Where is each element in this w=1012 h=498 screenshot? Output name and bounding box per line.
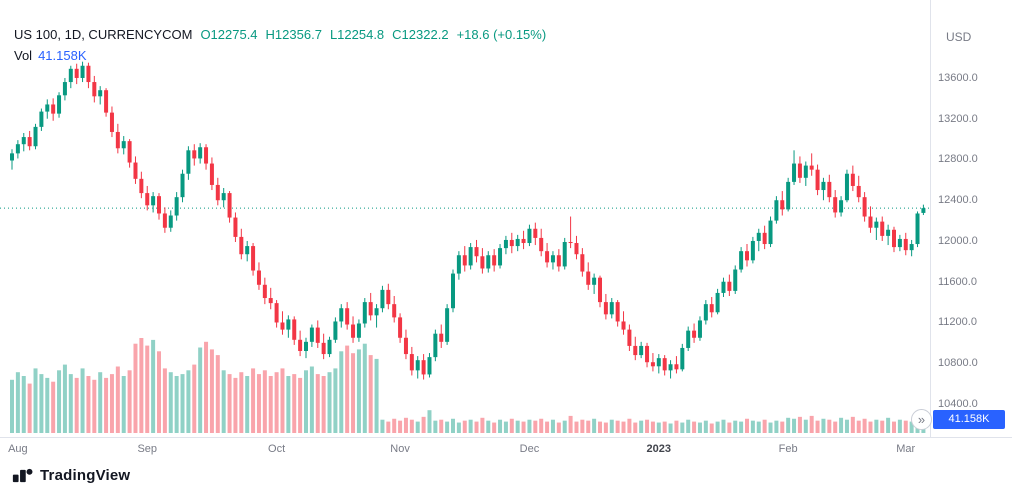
tradingview-attribution[interactable]: TradingView: [12, 465, 130, 486]
time-tick-label: 2023: [646, 443, 672, 455]
open-value: O12275.4: [200, 27, 258, 42]
legend-row-volume: Vol 41.158K: [14, 47, 546, 65]
time-tick-label: Mar: [896, 443, 916, 455]
price-axis[interactable]: 13600.0 13200.0 12800.0 12400.0 12000.0 11600…: [930, 0, 1012, 437]
scroll-to-realtime-button[interactable]: »: [911, 409, 932, 430]
price-tick-label: 12400.0: [938, 194, 978, 207]
time-tick-label: Oct: [268, 443, 286, 455]
tradingview-brand-text: TradingView: [40, 467, 131, 484]
low-value: L12254.8: [329, 27, 385, 42]
time-tick-label: Feb: [778, 443, 798, 455]
price-tick-label: 10400.0: [938, 397, 978, 410]
price-tick-label: 11200.0: [938, 316, 977, 329]
time-axis[interactable]: Aug Sep Oct Nov Dec 2023 Feb Mar: [0, 443, 930, 459]
price-tick-label: 13200.0: [938, 112, 978, 125]
time-tick-label: Dec: [519, 443, 540, 455]
price-tick-label: 12800.0: [938, 153, 978, 166]
price-tick-label: 10800.0: [938, 357, 978, 370]
chart-legend: US 100, 1D, CURRENCYCOM O12275.4 H12356.…: [14, 26, 546, 65]
symbol-title[interactable]: US 100, 1D, CURRENCYCOM: [14, 27, 193, 42]
tradingview-logo-icon: [12, 468, 33, 483]
close-value: C12322.2: [392, 27, 449, 42]
volume-value-badge: 41.158K: [933, 410, 1005, 429]
price-tick-label: 12000.0: [938, 234, 978, 247]
time-tick-label: Sep: [137, 443, 158, 455]
currency-label: USD: [946, 30, 972, 44]
time-tick-label: Nov: [390, 443, 410, 455]
high-value: H12356.7: [265, 27, 322, 42]
price-tick-label: 13600.0: [938, 71, 978, 84]
time-tick-label: Aug: [8, 443, 28, 455]
change-value: +18.6 (+0.15%): [456, 27, 547, 42]
price-tick-label: 11600.0: [938, 275, 977, 288]
volume-label: Vol: [14, 48, 33, 63]
volume-value: 41.158K: [38, 48, 87, 63]
legend-row-symbol: US 100, 1D, CURRENCYCOM O12275.4 H12356.…: [14, 26, 546, 44]
